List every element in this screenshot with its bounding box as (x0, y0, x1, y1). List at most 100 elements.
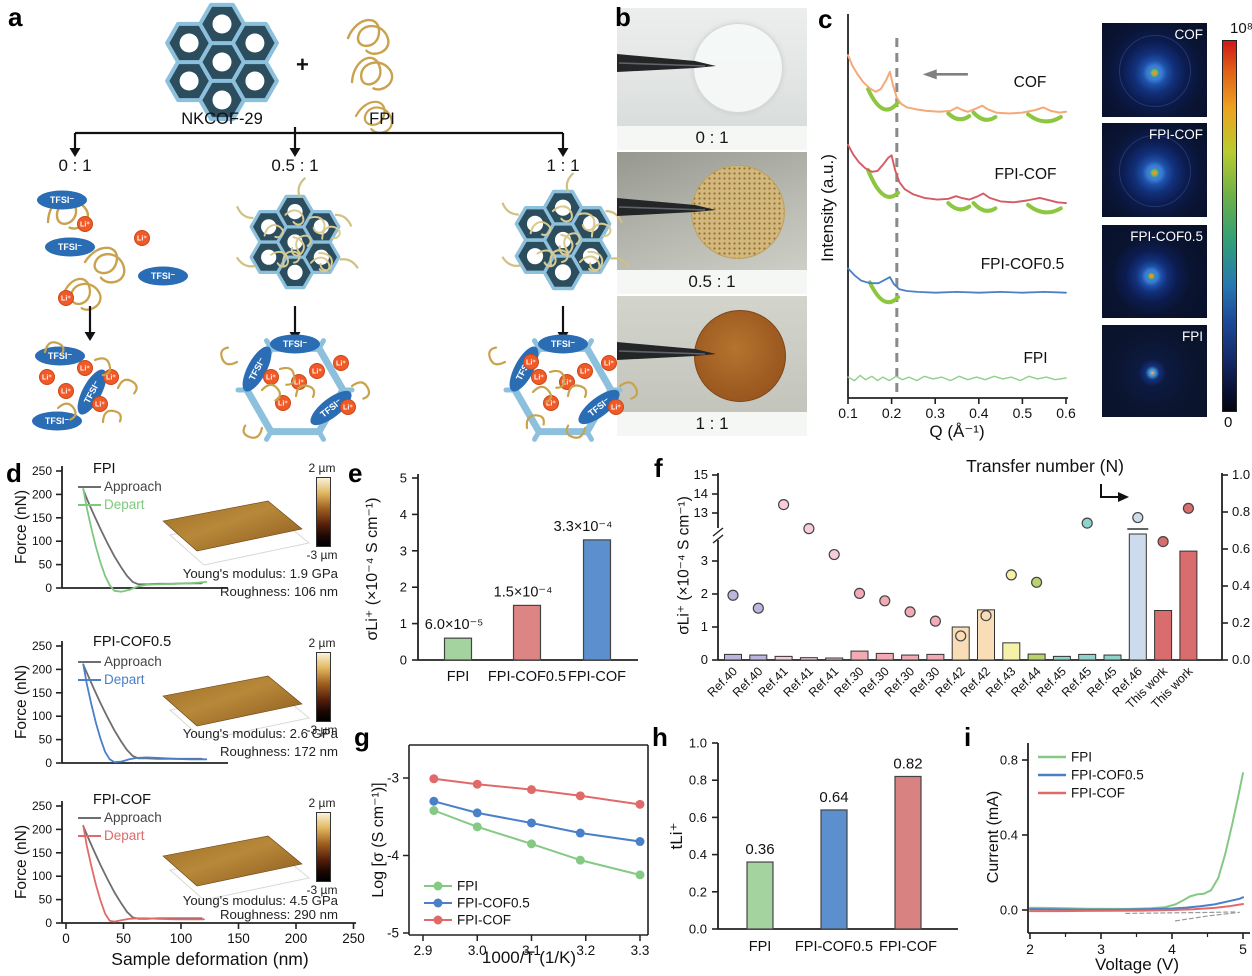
cof-pore (212, 90, 232, 110)
lsv-curve-FPI-COF0.5 (1029, 896, 1244, 911)
transfer-number-point (828, 548, 840, 561)
polymer-curl (531, 385, 553, 404)
y-tick-label: 0.6 (689, 810, 707, 825)
x-tick-label: 50 (116, 931, 131, 946)
category-label: Ref.44 (1008, 664, 1044, 700)
cof-hexagon (514, 238, 556, 274)
li-circle (340, 399, 356, 415)
x-tick-label: 2 (1026, 941, 1034, 957)
y-tick-label: -3 (387, 771, 399, 786)
ratio-label-right: 1 : 1 (546, 156, 580, 175)
category-label: Ref.41 (806, 664, 842, 700)
data-point (527, 785, 536, 795)
tfsi-label: TFSI⁻ (318, 396, 343, 419)
tfsi-badge: TFSI⁻ (138, 266, 188, 286)
y-tick-label: 250 (32, 464, 52, 478)
li-circle (39, 369, 55, 385)
transfer-number-point (904, 606, 916, 618)
li-circle (275, 395, 291, 411)
data-point (575, 855, 585, 865)
afm-image (162, 675, 303, 727)
f-ylabel: σLi⁺ (×10⁻⁴ S cm⁻¹) (675, 496, 693, 635)
li-label: Li⁺ (61, 296, 71, 303)
polymer-curl (566, 384, 588, 399)
y-tick-label: 1 (701, 619, 708, 634)
arrhenius-line-FPI-COF (432, 777, 641, 806)
y-tick-label: 5 (400, 471, 407, 486)
bar-This work (1179, 550, 1198, 661)
cof-hexagon (198, 2, 246, 46)
x-tick-label: 0.1 (838, 405, 858, 421)
cof-frame (503, 338, 623, 442)
legend-approach: Approach (104, 810, 162, 825)
y-tick-label: 1.0 (689, 736, 707, 751)
y-tick-label: 0 (701, 652, 708, 667)
d-ylabel: Force (nN) (13, 664, 30, 740)
fpi-coil (350, 56, 394, 91)
cof-pore (245, 33, 265, 53)
polymer-curl (242, 424, 264, 439)
peak-mark-arc (867, 280, 901, 305)
transfer-number-point (955, 630, 967, 642)
li-ion: Li⁺ (58, 383, 74, 399)
afm-image (162, 500, 303, 552)
category-label: Ref.45 (1059, 664, 1095, 700)
saxs-image-label: FPI (1181, 329, 1203, 344)
cof-frame (235, 338, 355, 442)
li-label: Li⁺ (266, 375, 276, 382)
cof-hexagon (249, 210, 288, 244)
li-circle (291, 374, 307, 390)
d-ylabel: Force (nN) (13, 489, 30, 565)
cof-pore (212, 52, 232, 72)
x-tick-label: 0 (62, 931, 70, 946)
frame-stub (264, 429, 274, 442)
polymer-curl (116, 378, 138, 395)
category-label: Ref.30 (907, 664, 943, 700)
peak-mark-arc (971, 201, 998, 213)
y-tick-label: 0 (45, 581, 52, 595)
cof-pore (179, 33, 199, 53)
li-ion: Li⁺ (58, 290, 74, 306)
y-tick-label: 14 (694, 486, 708, 501)
bar-value-label: 0.64 (819, 789, 848, 806)
y-tick-label: 0 (45, 916, 52, 930)
roughness: Roughness: 172 nm (219, 744, 338, 759)
bar-value-label: 3.3×10⁻⁴ (554, 519, 613, 535)
tfsi-badge: TFSI⁻ (35, 346, 85, 366)
polymer-curl (525, 414, 545, 430)
transfer-number-point (1132, 511, 1144, 524)
cof-pore (287, 204, 303, 220)
right-tick-label: 0.2 (1232, 615, 1250, 630)
g-ylabel: Log [σ (S cm⁻¹)] (370, 782, 387, 898)
polymer-curl (278, 366, 296, 386)
bar-Ref.30 (850, 650, 869, 661)
category-label: FPI-COF (568, 669, 626, 685)
frame-stub (316, 429, 326, 442)
li-ion: Li⁺ (601, 355, 617, 371)
frame-stub (316, 338, 326, 351)
li-label: Li⁺ (294, 380, 304, 387)
panel-label-d: d (6, 458, 22, 488)
bar-Ref.30 (901, 654, 920, 661)
cof-hexagon (275, 255, 315, 290)
li-circle (58, 383, 74, 399)
legend-depart: Depart (104, 828, 145, 843)
fpi-thread (558, 233, 574, 256)
transfer-number-point (929, 615, 942, 627)
fpi-thread (263, 224, 284, 239)
fpi-thread (295, 234, 312, 255)
li-label: Li⁺ (137, 236, 147, 243)
category-label: FPI-COF (879, 939, 937, 955)
li-label: Li⁺ (80, 222, 90, 229)
photo-caption: 1 : 1 (695, 414, 729, 433)
li-label: Li⁺ (534, 375, 544, 382)
li-circle (103, 369, 119, 385)
y-tick-label: 0.8 (689, 773, 707, 788)
li-circle (559, 374, 575, 390)
cof-hexagon (570, 205, 612, 242)
afm-colorbar (316, 652, 331, 722)
y-tick-label: 15 (694, 467, 708, 482)
data-point (635, 799, 645, 809)
transfer-number-point (1081, 517, 1093, 529)
cof-pore (245, 71, 265, 91)
